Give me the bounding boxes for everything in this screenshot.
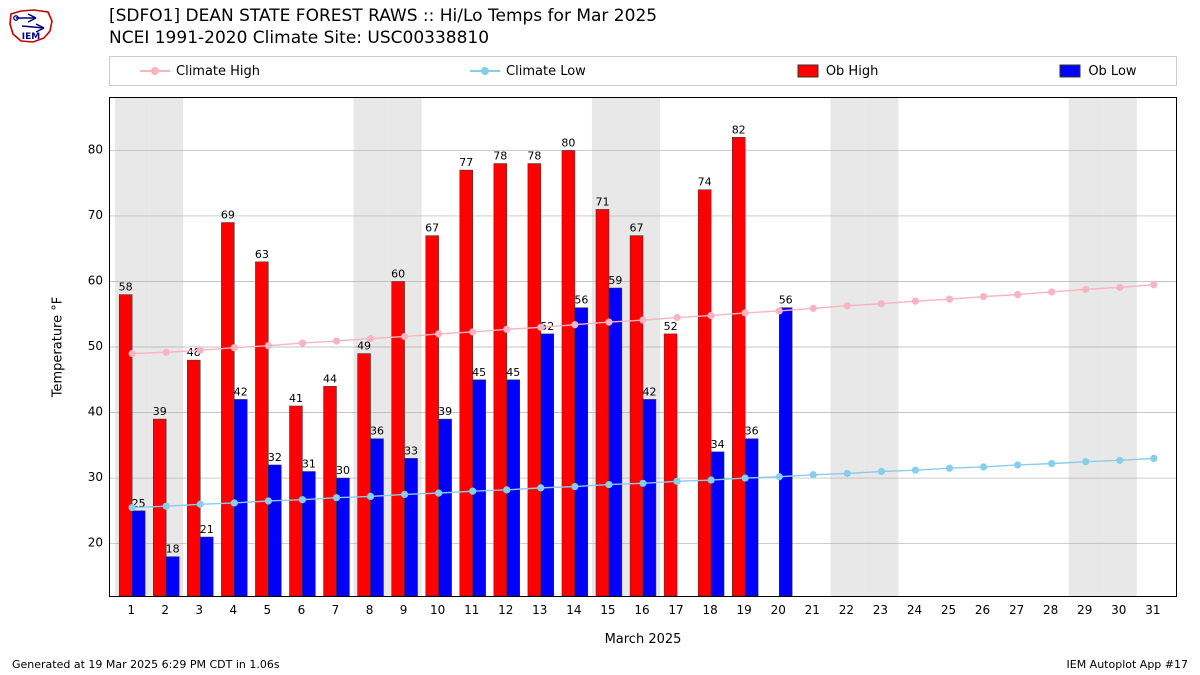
svg-text:IEM: IEM: [22, 32, 40, 42]
footer-timestamp: Generated at 19 Mar 2025 6:29 PM CDT in …: [12, 658, 280, 671]
svg-text:27: 27: [1009, 603, 1024, 617]
svg-text:14: 14: [566, 603, 581, 617]
svg-text:30: 30: [88, 470, 103, 484]
svg-text:42: 42: [234, 385, 248, 398]
svg-text:26: 26: [975, 603, 990, 617]
legend-climate-high: Climate High: [140, 64, 260, 79]
svg-text:6: 6: [298, 603, 306, 617]
svg-text:50: 50: [88, 339, 103, 353]
svg-text:34: 34: [711, 438, 725, 451]
svg-text:24: 24: [907, 603, 922, 617]
svg-text:77: 77: [459, 156, 473, 169]
svg-text:45: 45: [506, 366, 520, 379]
svg-text:10: 10: [430, 603, 445, 617]
svg-text:11: 11: [464, 603, 479, 617]
svg-text:18: 18: [166, 543, 180, 556]
svg-text:69: 69: [221, 209, 235, 222]
y-axis-label: Temperature °F: [51, 297, 66, 397]
svg-text:20: 20: [771, 603, 786, 617]
svg-text:13: 13: [532, 603, 547, 617]
svg-text:44: 44: [323, 372, 337, 385]
svg-text:63: 63: [255, 248, 269, 261]
legend: Climate High Climate Low Ob High Ob Low: [109, 56, 1177, 86]
svg-text:5: 5: [264, 603, 272, 617]
svg-text:2: 2: [161, 603, 169, 617]
svg-text:59: 59: [608, 274, 622, 287]
svg-text:32: 32: [268, 451, 282, 464]
svg-text:29: 29: [1077, 603, 1092, 617]
svg-text:31: 31: [1145, 603, 1160, 617]
svg-text:60: 60: [88, 273, 103, 287]
svg-text:9: 9: [400, 603, 408, 617]
svg-text:40: 40: [88, 405, 103, 419]
svg-text:36: 36: [370, 425, 384, 438]
svg-text:78: 78: [527, 150, 541, 163]
svg-text:41: 41: [289, 392, 303, 405]
svg-text:52: 52: [664, 320, 678, 333]
svg-text:17: 17: [668, 603, 683, 617]
svg-text:58: 58: [119, 281, 133, 294]
svg-text:19: 19: [737, 603, 752, 617]
title-line-2: NCEI 1991-2020 Climate Site: USC00338810: [109, 27, 657, 49]
svg-text:21: 21: [200, 523, 214, 536]
svg-text:67: 67: [425, 222, 439, 235]
svg-text:36: 36: [745, 425, 759, 438]
svg-text:22: 22: [839, 603, 854, 617]
legend-ob-low: Ob Low: [1058, 64, 1136, 79]
svg-text:1: 1: [127, 603, 135, 617]
svg-text:67: 67: [630, 222, 644, 235]
y-axis-ticks: 20 30 40 50 60 70 80: [69, 97, 109, 597]
x-axis-ticks: 1234567891011121314151617181920212223242…: [109, 598, 1177, 623]
plot-area: 5825391848216942633241314430493660336739…: [109, 97, 1177, 597]
title-line-1: [SDFO1] DEAN STATE FOREST RAWS :: Hi/Lo …: [109, 5, 657, 27]
svg-text:39: 39: [153, 405, 167, 418]
svg-text:18: 18: [702, 603, 717, 617]
x-axis-label: March 2025: [605, 632, 682, 647]
svg-text:39: 39: [438, 405, 452, 418]
svg-text:33: 33: [404, 444, 418, 457]
svg-text:12: 12: [498, 603, 513, 617]
svg-text:15: 15: [600, 603, 615, 617]
svg-text:56: 56: [574, 294, 588, 307]
svg-text:4: 4: [229, 603, 237, 617]
iem-logo: IEM: [6, 6, 56, 46]
svg-text:25: 25: [941, 603, 956, 617]
svg-text:80: 80: [88, 142, 103, 156]
svg-text:56: 56: [779, 294, 793, 307]
svg-text:60: 60: [391, 267, 405, 280]
svg-text:3: 3: [195, 603, 203, 617]
svg-text:78: 78: [493, 150, 507, 163]
chart-title: [SDFO1] DEAN STATE FOREST RAWS :: Hi/Lo …: [109, 5, 657, 49]
svg-text:80: 80: [561, 136, 575, 149]
svg-text:7: 7: [332, 603, 340, 617]
svg-text:28: 28: [1043, 603, 1058, 617]
svg-text:42: 42: [642, 385, 656, 398]
legend-climate-low: Climate Low: [470, 64, 586, 79]
svg-text:70: 70: [88, 208, 103, 222]
svg-text:21: 21: [805, 603, 820, 617]
svg-text:23: 23: [873, 603, 888, 617]
svg-text:71: 71: [595, 195, 609, 208]
legend-ob-high: Ob High: [796, 64, 879, 79]
svg-text:30: 30: [1111, 603, 1126, 617]
svg-text:82: 82: [732, 123, 746, 136]
svg-text:8: 8: [366, 603, 374, 617]
footer-app-id: IEM Autoplot App #17: [1067, 658, 1189, 671]
svg-text:31: 31: [302, 458, 316, 471]
svg-text:20: 20: [88, 536, 103, 550]
svg-text:16: 16: [634, 603, 649, 617]
svg-text:30: 30: [336, 464, 350, 477]
svg-text:74: 74: [698, 176, 712, 189]
svg-text:45: 45: [472, 366, 486, 379]
